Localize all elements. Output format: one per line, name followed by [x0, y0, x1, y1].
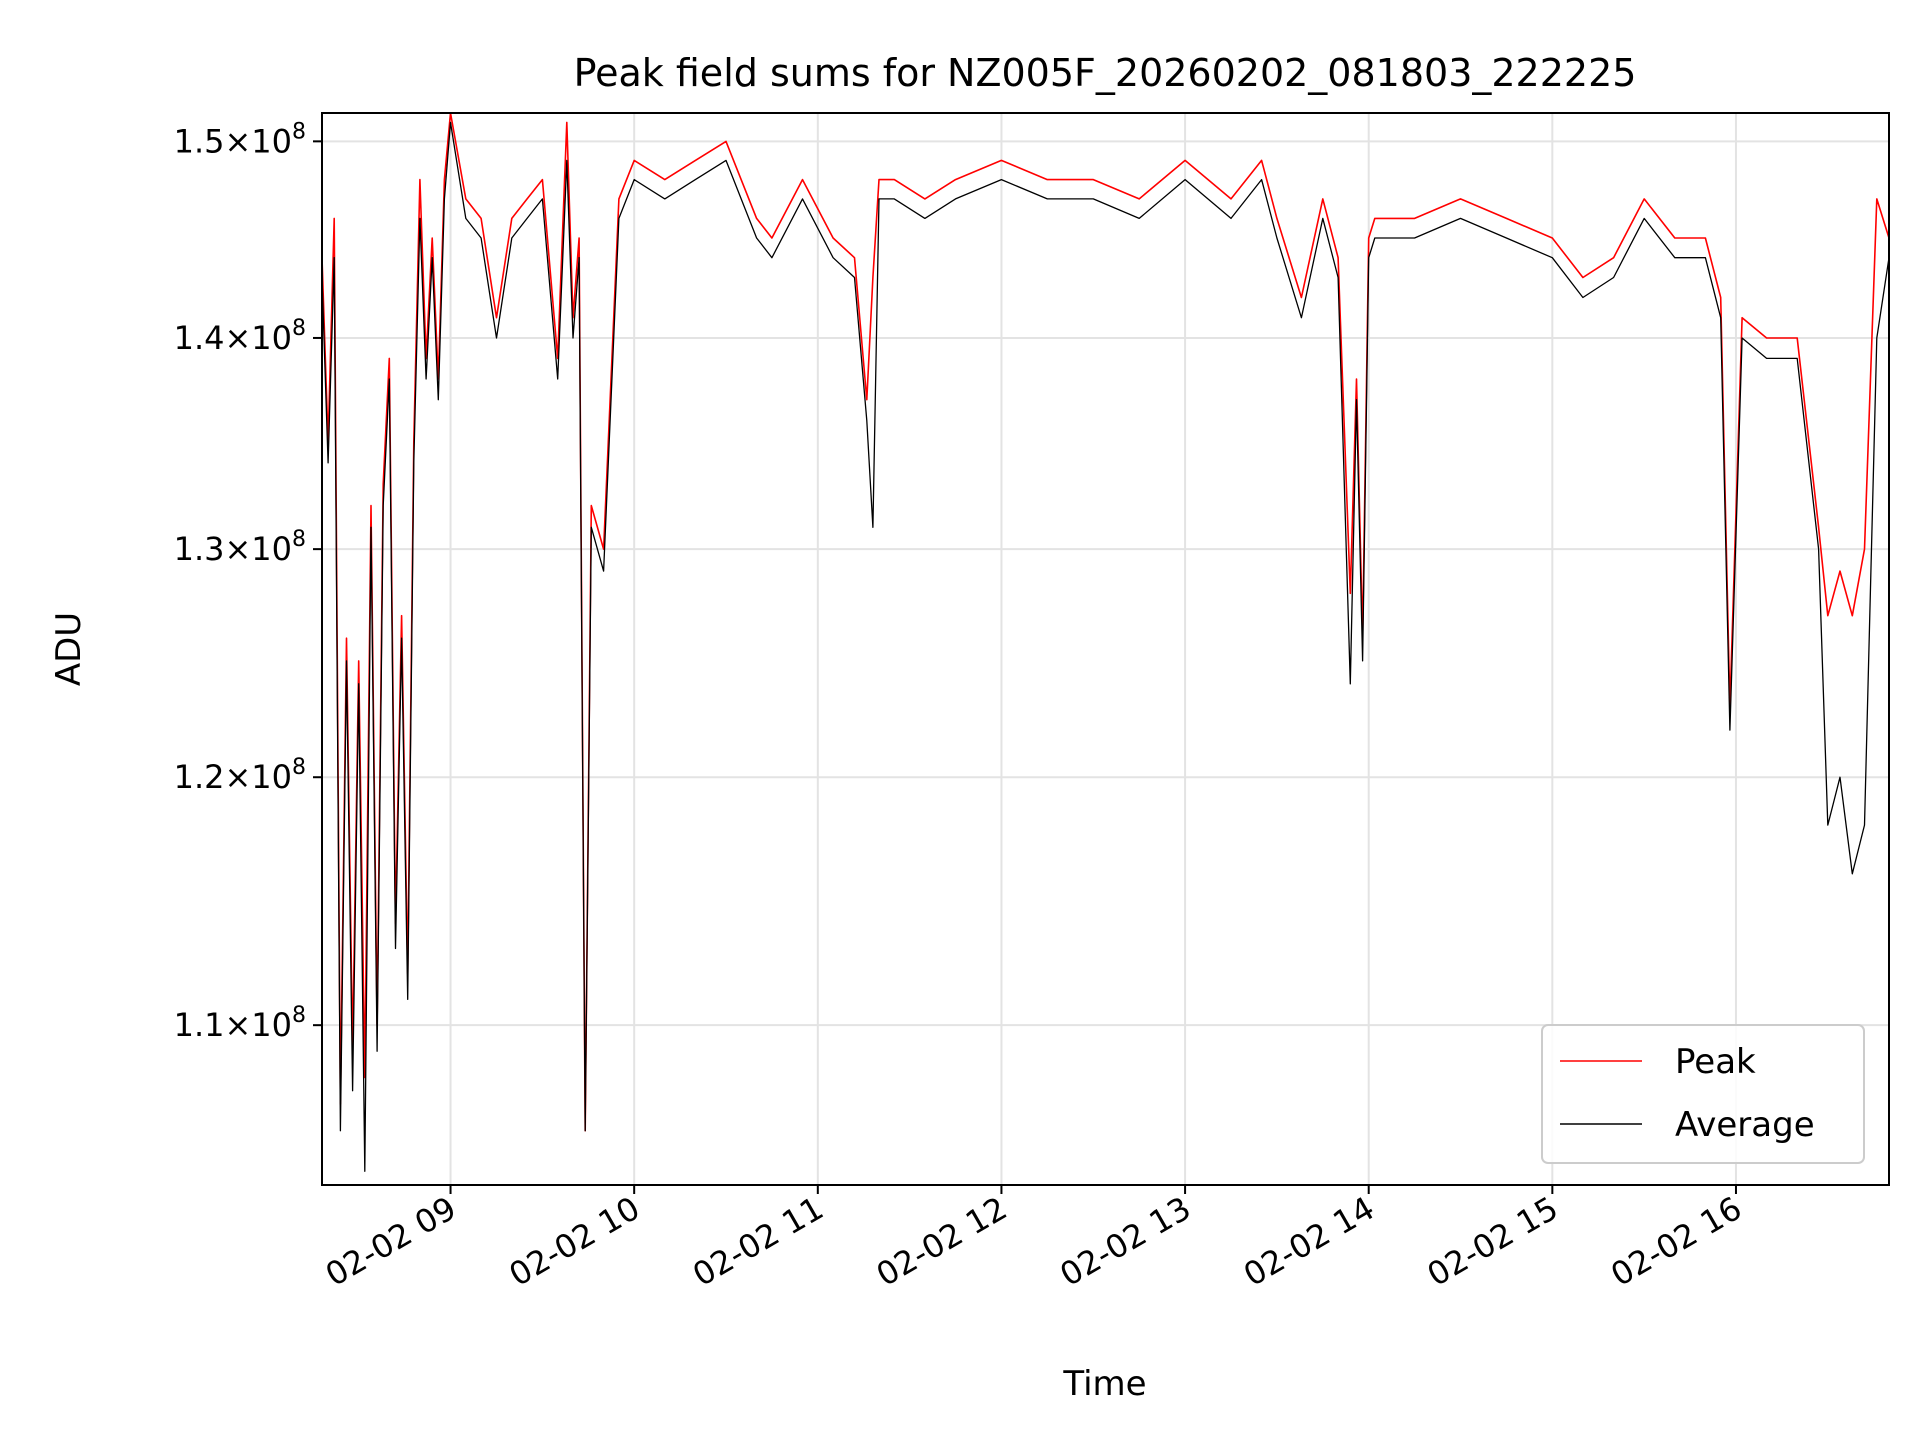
- chart-title: Peak field sums for NZ005F_20260202_0818…: [574, 51, 1637, 95]
- y-axis-label: ADU: [49, 612, 89, 686]
- y-tick-label: 1.5×108: [174, 119, 306, 160]
- y-tick-exponent: 8: [292, 755, 306, 780]
- y-tick-times: ×: [224, 1006, 251, 1044]
- y-tick-label: 1.1×108: [174, 1003, 306, 1044]
- y-tick-mantissa: 1.4: [174, 319, 225, 357]
- y-tick-label: 1.2×108: [174, 755, 306, 796]
- grid: [322, 113, 1889, 1185]
- legend: Peak Average: [1541, 1024, 1865, 1164]
- y-tick-mantissa: 1.3: [174, 530, 225, 568]
- y-tick-base: 10: [251, 758, 292, 796]
- y-tick-mantissa: 1.1: [174, 1006, 225, 1044]
- y-tick-times: ×: [224, 758, 251, 796]
- legend-box: [1541, 1024, 1865, 1164]
- y-tick-exponent: 8: [292, 527, 306, 552]
- y-tick-label: 1.3×108: [174, 527, 306, 568]
- y-tick-exponent: 8: [292, 316, 306, 341]
- y-tick-base: 10: [251, 1006, 292, 1044]
- legend-label-peak: Peak: [1675, 1042, 1756, 1082]
- series-lines: [321, 112, 1890, 1172]
- y-tick-mantissa: 1.2: [174, 758, 225, 796]
- y-tick-times: ×: [224, 530, 251, 568]
- y-tick-label: 1.4×108: [174, 316, 306, 357]
- x-axis-label: Time: [1062, 1364, 1146, 1404]
- y-tick-base: 10: [251, 319, 292, 357]
- series-line-average: [321, 121, 1890, 1172]
- y-tick-mantissa: 1.5: [174, 122, 225, 160]
- y-tick-times: ×: [224, 319, 251, 357]
- y-tick-exponent: 8: [292, 1003, 306, 1028]
- y-tick-base: 10: [251, 122, 292, 160]
- y-tick-exponent: 8: [292, 119, 306, 144]
- plot-frame: [321, 112, 1890, 1186]
- legend-label-average: Average: [1675, 1105, 1815, 1145]
- y-tick-base: 10: [251, 530, 292, 568]
- y-tick-times: ×: [224, 122, 251, 160]
